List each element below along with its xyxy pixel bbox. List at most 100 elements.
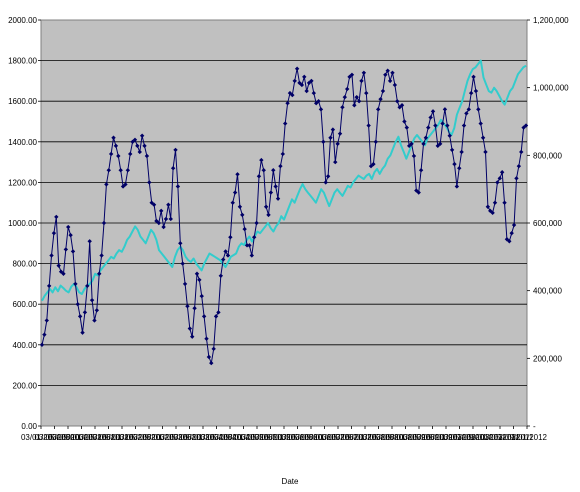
data-point: [161, 224, 166, 230]
data-point: [347, 74, 352, 80]
data-point: [428, 115, 433, 120]
data-point: [154, 218, 159, 224]
data-point: [468, 90, 474, 96]
data-point: [144, 153, 150, 159]
data-point: [240, 212, 245, 218]
right-axis-ticks: - 200,000 400,000 600,000 800,000 1,000,000 1,…: [527, 16, 569, 431]
data-point: [108, 151, 114, 157]
data-point: [180, 261, 185, 266]
y-tick-label: 1400.00: [8, 138, 37, 147]
y2-tick-label: 800,000: [533, 151, 562, 160]
y2-tick-label: 400,000: [533, 287, 562, 296]
data-point: [271, 168, 276, 173]
data-point: [235, 172, 240, 177]
data-point: [313, 101, 319, 106]
data-point: [211, 346, 216, 352]
data-point: [132, 137, 138, 142]
data-point: [120, 184, 126, 189]
data-point: [466, 107, 471, 112]
data-point: [406, 143, 412, 149]
data-point: [354, 94, 359, 100]
data-point: [135, 143, 140, 149]
data-point: [92, 318, 97, 323]
data-point: [82, 310, 88, 315]
data-point: [302, 74, 307, 80]
x-tick-label: 03/09/2009: [412, 433, 453, 442]
data-point: [66, 224, 71, 230]
data-point: [87, 239, 92, 244]
data-point: [63, 247, 69, 252]
x-tick-label: 03/09/2006: [291, 433, 332, 442]
data-point: [175, 184, 181, 189]
data-point: [478, 121, 483, 126]
data-point: [337, 131, 343, 136]
data-point: [378, 96, 383, 102]
data-point: [390, 70, 395, 75]
data-point: [242, 226, 247, 232]
data-point: [101, 220, 107, 226]
data-point: [97, 271, 102, 276]
data-point: [163, 216, 169, 222]
data-point: [387, 78, 393, 84]
data-point: [433, 123, 438, 128]
data-point: [368, 163, 374, 169]
data-point: [330, 127, 336, 132]
data-point: [244, 243, 250, 248]
data-point: [440, 121, 445, 126]
data-point: [204, 336, 209, 341]
data-point: [268, 190, 274, 195]
data-point: [80, 330, 85, 335]
data-point: [519, 149, 524, 155]
data-point: [340, 105, 345, 110]
data-point: [149, 200, 154, 205]
data-point: [99, 253, 104, 258]
data-point: [495, 180, 500, 185]
data-point: [416, 190, 421, 195]
y-tick-label: 1800.00: [8, 57, 37, 66]
data-point: [507, 239, 512, 244]
data-point: [485, 204, 491, 209]
data-point: [352, 103, 357, 108]
data-point: [523, 123, 529, 128]
data-point: [480, 135, 486, 140]
data-point: [375, 107, 381, 112]
x-tick-label: 03/01/2012: [507, 433, 548, 442]
data-point: [247, 243, 252, 248]
data-point: [125, 168, 131, 173]
data-point: [118, 168, 123, 173]
x-tick-label: 03/01/2008: [345, 433, 386, 442]
data-point: [514, 176, 519, 181]
data-point: [285, 101, 290, 106]
x-tick-label: 03/05/2008: [358, 433, 399, 442]
data-point: [445, 123, 450, 128]
data-point: [423, 135, 429, 140]
data-point: [259, 157, 264, 163]
data-point: [411, 153, 417, 159]
x-tick-label: 03/01/2004: [183, 433, 224, 442]
data-point: [213, 314, 219, 319]
x-tick-label: 03/01/2001: [61, 433, 102, 442]
data-point: [142, 143, 147, 149]
data-point: [232, 190, 238, 195]
data-point: [156, 220, 162, 226]
data-point: [39, 342, 45, 347]
data-point: [457, 165, 462, 171]
data-point: [292, 78, 297, 84]
data-point: [113, 143, 119, 149]
x-tick-label: 03/09/2001: [88, 433, 129, 442]
y2-tick-label: -: [533, 422, 536, 431]
y-tick-label: 800.00: [13, 260, 38, 269]
data-point: [178, 241, 183, 246]
data-point: [182, 281, 188, 287]
data-point: [490, 210, 495, 216]
data-point: [282, 121, 288, 126]
data-point: [342, 94, 347, 100]
data-point: [254, 220, 259, 226]
data-point: [251, 235, 257, 240]
data-point: [70, 249, 76, 254]
data-point: [499, 170, 505, 175]
data-point: [521, 125, 526, 130]
data-point: [89, 297, 95, 303]
data-point: [344, 86, 350, 92]
data-point: [395, 99, 400, 104]
